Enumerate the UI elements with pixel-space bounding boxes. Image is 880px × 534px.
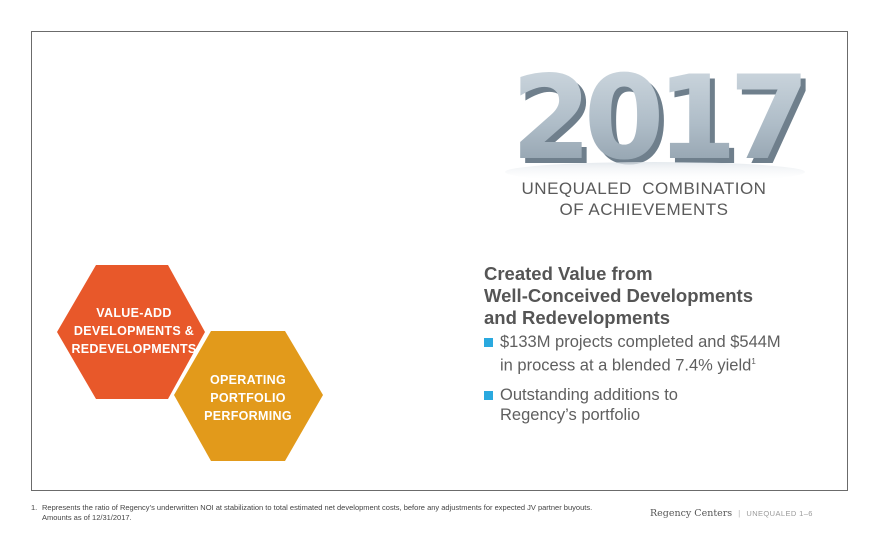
hexagon-2-line-1: OPERATING <box>209 373 287 387</box>
square-bullet-icon <box>484 390 493 400</box>
headline: Created Value from Well-Conceived Develo… <box>484 263 834 329</box>
footer-brand: Regency Centers | UNEQUALED 1–6 <box>650 508 860 519</box>
footnote: 1. Represents the ratio of Regency’s und… <box>31 503 681 523</box>
footnote-reference: 1 <box>751 357 756 366</box>
footer-separator: | <box>738 508 741 518</box>
year-subtitle: UNEQUALED COMBINATION OF ACHIEVEMENTS <box>470 178 818 220</box>
hexagon-1-line-2: DEVELOPMENTS & <box>73 324 195 338</box>
bullet-item: $133M projects completed and $544M in pr… <box>484 332 824 376</box>
bullet-2-line-2: Regency’s portfolio <box>500 405 641 424</box>
hexagon-1-line-3: REDEVELOPMENTS <box>71 342 197 356</box>
page-label: UNEQUALED 1–6 <box>746 509 813 518</box>
hexagon-2-line-3: PERFORMING <box>204 409 292 423</box>
headline-line-3: and Redevelopments <box>484 307 671 328</box>
bullet-1-line-2-text: in process at a blended 7.4% yield <box>500 356 752 375</box>
hexagon-2-line-2: PORTFOLIO <box>210 391 286 405</box>
brand-name: Regency Centers <box>650 508 733 519</box>
slide-frame <box>31 31 848 491</box>
bullet-item: Outstanding additions to Regency’s portf… <box>484 385 824 425</box>
bullet-2-line-1: Outstanding additions to <box>500 385 678 404</box>
hexagon-value-add <box>57 265 205 399</box>
year-2017-graphic: 2017 2017 <box>505 60 815 185</box>
hexagon-operating <box>174 331 323 461</box>
footnote-line-2: Amounts as of 12/31/2017. <box>42 513 132 522</box>
footnote-line-1: Represents the ratio of Regency’s underw… <box>42 503 593 512</box>
bullet-1-line-2: in process at a blended 7.4% yield1 <box>500 352 824 376</box>
hexagon-label-operating: OPERATING PORTFOLIO PERFORMING <box>184 371 312 425</box>
subtitle-line-1: UNEQUALED COMBINATION <box>521 179 767 198</box>
bullet-1-line-1: $133M projects completed and $544M <box>500 333 781 351</box>
square-bullet-icon <box>484 338 493 347</box>
bullet-list: $133M projects completed and $544M in pr… <box>484 332 824 434</box>
year-floor-reflection <box>505 162 805 182</box>
subtitle-line-2: OF ACHIEVEMENTS <box>559 200 729 219</box>
footnote-number: 1. <box>31 503 38 512</box>
hexagon-diagram <box>57 265 323 461</box>
hexagon-1-line-1: VALUE-ADD <box>96 306 172 320</box>
headline-line-2: Well-Conceived Developments <box>484 285 754 306</box>
headline-line-1: Created Value from <box>484 263 653 284</box>
hexagon-label-value-add: VALUE-ADD DEVELOPMENTS & REDEVELOPMENTS <box>60 304 208 358</box>
